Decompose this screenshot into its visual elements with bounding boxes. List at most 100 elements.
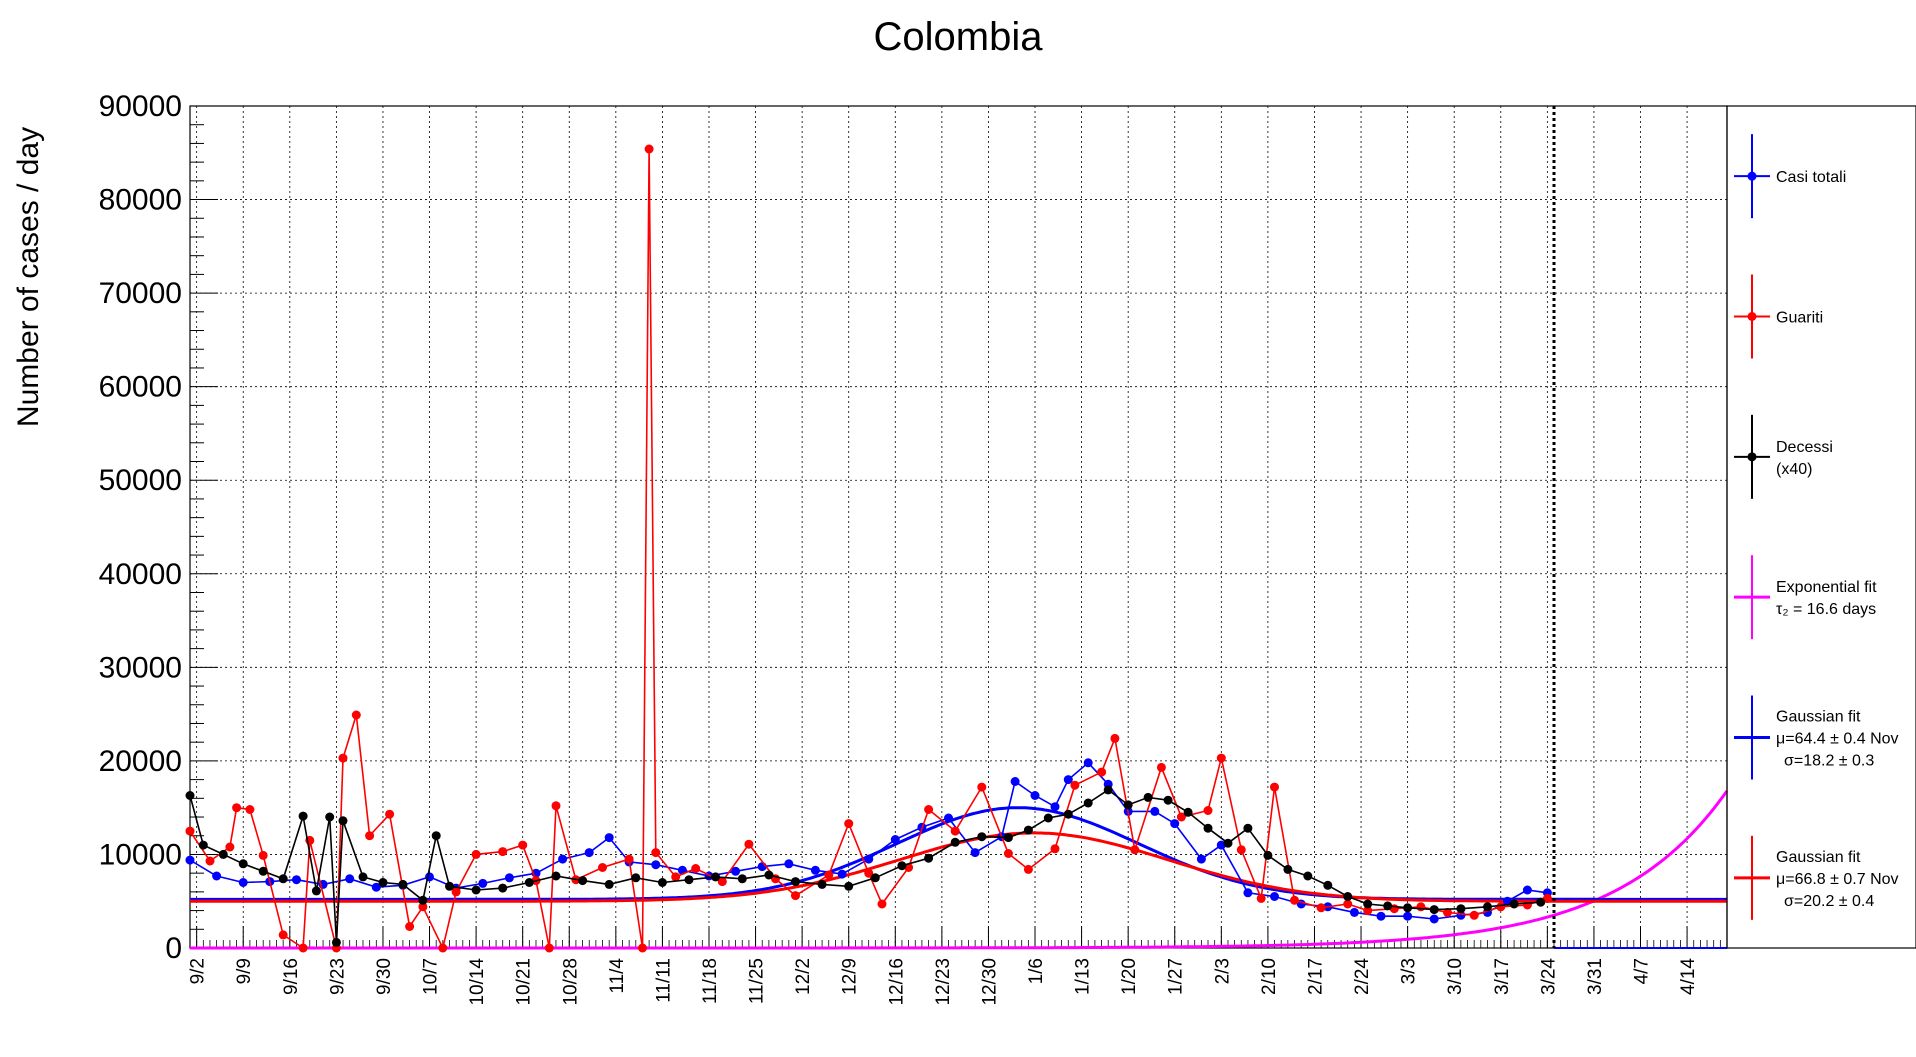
data-point <box>1522 900 1532 910</box>
data-point <box>1343 892 1353 901</box>
data-point <box>638 943 647 953</box>
x-tick-label: 11/4 <box>607 958 628 994</box>
data-point <box>631 873 641 883</box>
data-point <box>338 816 348 826</box>
data-point <box>358 872 368 882</box>
data-point <box>205 856 215 866</box>
data-point <box>864 854 874 864</box>
data-point <box>784 859 794 869</box>
data-point <box>671 872 681 882</box>
data-point <box>1130 845 1140 855</box>
data-point <box>225 842 235 852</box>
data-point <box>684 875 694 885</box>
data-point <box>810 865 820 875</box>
x-tick-label: 10/21 <box>514 958 535 1006</box>
data-point <box>1083 758 1093 768</box>
data-point <box>1429 914 1439 924</box>
legend-label: Casi totali <box>1776 169 1846 186</box>
data-point <box>970 848 980 858</box>
data-point <box>1283 864 1293 874</box>
data-point <box>877 899 887 909</box>
data-point <box>1196 854 1206 864</box>
data-point <box>238 878 248 887</box>
data-point <box>624 854 634 864</box>
x-tick-label: 2/17 <box>1305 958 1326 995</box>
data-point <box>1216 753 1226 763</box>
data-point <box>431 831 441 841</box>
data-point <box>1429 905 1439 915</box>
legend-label: (x40) <box>1776 461 1812 478</box>
data-point <box>185 855 195 865</box>
data-point <box>717 877 727 887</box>
x-tick-label: 1/27 <box>1166 958 1187 995</box>
y-tick-label: 60000 <box>99 371 182 404</box>
data-point <box>744 839 754 849</box>
x-tick-label: 9/2 <box>188 958 209 984</box>
data-point <box>1023 825 1033 835</box>
y-tick-label: 50000 <box>99 464 182 497</box>
x-tick-label: 3/24 <box>1538 958 1559 995</box>
data-point <box>544 943 554 953</box>
data-point <box>232 803 242 813</box>
data-point <box>1243 888 1253 898</box>
data-point <box>950 837 960 847</box>
data-point <box>325 812 335 822</box>
data-point <box>218 849 228 859</box>
x-tick-label: 10/7 <box>421 958 442 995</box>
series-layer <box>185 106 1727 953</box>
data-point <box>1376 911 1386 921</box>
data-point <box>1063 809 1073 819</box>
data-point <box>1176 812 1186 822</box>
data-point <box>1063 775 1073 785</box>
data-point <box>1263 850 1273 860</box>
x-tick-label: 2/3 <box>1212 958 1233 984</box>
data-point <box>1483 902 1492 912</box>
data-point <box>1343 899 1353 909</box>
y-tick-label: 70000 <box>99 277 182 310</box>
data-point <box>1290 895 1299 905</box>
data-point <box>385 809 395 819</box>
data-point <box>1170 819 1180 829</box>
data-point <box>924 805 934 814</box>
legend-label: σ=18.2 ± 0.3 <box>1784 753 1874 770</box>
legend-label: μ=66.8 ± 0.7 Nov <box>1776 871 1899 888</box>
x-tick-label: 12/2 <box>793 958 814 995</box>
x-tick-label: 1/6 <box>1026 958 1047 984</box>
x-tick-label: 9/30 <box>374 958 395 995</box>
x-tick-label: 9/9 <box>234 958 255 984</box>
chart-title: Colombia <box>874 15 1044 59</box>
data-point <box>598 863 607 872</box>
data-point <box>1270 892 1279 901</box>
data-point <box>258 866 268 876</box>
data-point <box>1443 907 1452 917</box>
data-point <box>1003 849 1013 858</box>
data-point <box>524 878 534 887</box>
data-point <box>950 826 960 836</box>
legend-marker <box>1747 171 1757 181</box>
x-tick-label: 10/14 <box>467 958 488 1006</box>
x-tick-label: 10/28 <box>560 958 581 1006</box>
x-tick-label: 3/3 <box>1399 958 1420 984</box>
y-axis-label: Number of cases / day <box>12 127 45 427</box>
data-point <box>345 874 355 884</box>
data-point <box>1496 902 1506 912</box>
legend-frame <box>1726 105 1916 949</box>
x-tick-label: 12/16 <box>886 958 907 1006</box>
data-point <box>1150 806 1160 816</box>
data-point <box>1163 795 1173 805</box>
data-point <box>445 881 454 891</box>
data-point <box>657 878 667 887</box>
y-tick-label: 30000 <box>99 651 182 684</box>
data-point <box>371 882 381 892</box>
data-point <box>737 874 747 884</box>
data-point <box>478 878 488 888</box>
data-point <box>504 873 514 883</box>
data-point <box>924 853 934 863</box>
data-point <box>1123 800 1133 810</box>
fit-layer <box>190 789 1729 950</box>
data-point <box>1469 910 1479 920</box>
x-tick-label: 11/11 <box>653 958 674 1003</box>
data-point <box>1323 880 1333 890</box>
data-point <box>471 885 481 895</box>
data-point <box>1183 807 1193 817</box>
